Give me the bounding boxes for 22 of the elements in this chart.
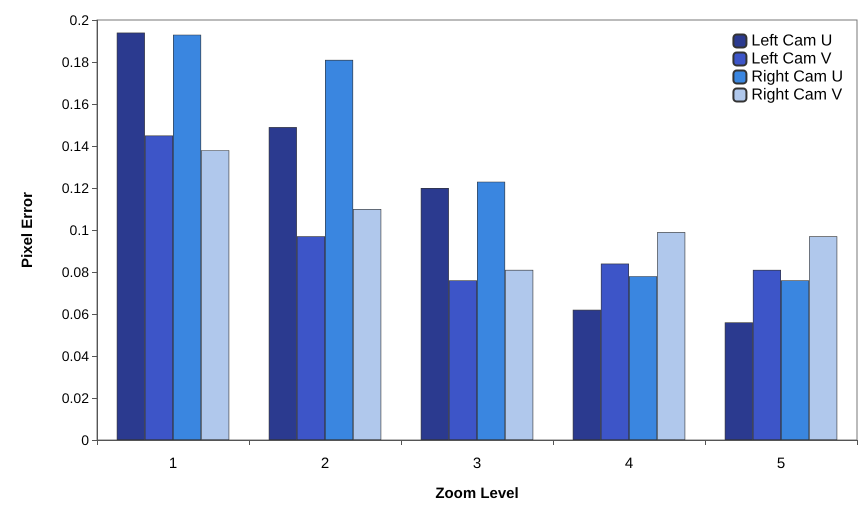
- y-tick-label: 0.06: [62, 306, 90, 322]
- legend-label: Right Cam U: [751, 68, 843, 86]
- y-tick-label: 0.12: [62, 180, 90, 196]
- y-tick-label: 0.02: [62, 390, 90, 406]
- x-tick-label: 5: [776, 455, 786, 472]
- y-tick-label: 0.2: [70, 12, 90, 28]
- x-tick-label: 4: [624, 455, 634, 472]
- y-tick-label: 0.14: [62, 138, 90, 154]
- y-tick-label: 0.08: [62, 264, 90, 280]
- y-tick-label: 0: [81, 432, 90, 448]
- y-tick-label: 0.16: [62, 96, 90, 112]
- legend-label: Left Cam V: [751, 50, 832, 68]
- y-tick-label: 0.04: [62, 348, 90, 364]
- x-tick-label: 3: [472, 455, 482, 472]
- y-tick-label: 0.1: [70, 222, 90, 238]
- x-tick-label: 1: [168, 455, 178, 472]
- x-tick-label: 2: [320, 455, 330, 472]
- y-tick-label: 0.18: [62, 54, 90, 70]
- legend-label: Right Cam V: [751, 86, 842, 104]
- x-axis-title: Zoom Level: [435, 485, 519, 502]
- legend-label: Left Cam U: [751, 32, 832, 50]
- y-axis-title: Pixel Error: [19, 192, 36, 268]
